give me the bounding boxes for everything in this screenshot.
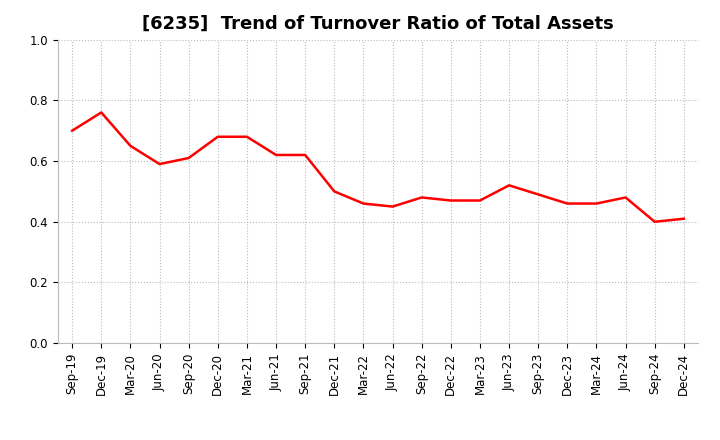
Title: [6235]  Trend of Turnover Ratio of Total Assets: [6235] Trend of Turnover Ratio of Total … — [142, 15, 614, 33]
